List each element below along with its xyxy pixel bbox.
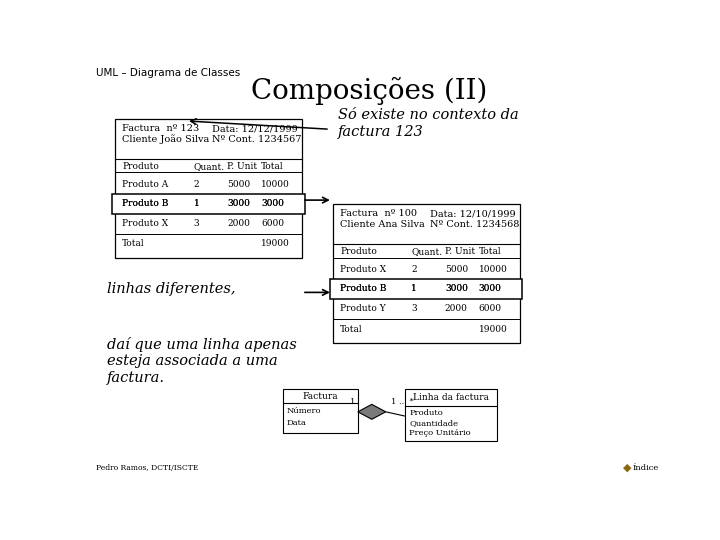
Text: 19000: 19000	[261, 239, 289, 248]
Text: 2000: 2000	[445, 304, 468, 313]
Text: Produto B: Produto B	[122, 199, 168, 208]
Text: Data: 12/12/1999: Data: 12/12/1999	[212, 124, 298, 133]
Text: Data: 12/10/1999: Data: 12/10/1999	[430, 210, 516, 219]
Text: Número: Número	[287, 407, 321, 415]
Text: UML – Diagrama de Classes: UML – Diagrama de Classes	[96, 68, 240, 78]
Text: Quant.: Quant.	[411, 247, 442, 256]
Text: 3000: 3000	[261, 199, 284, 208]
Text: 3: 3	[411, 304, 417, 313]
Text: 3000: 3000	[261, 199, 284, 208]
Text: 19000: 19000	[479, 325, 508, 334]
Text: 1 ... *: 1 ... *	[392, 397, 414, 406]
Text: 3000: 3000	[479, 285, 501, 293]
Text: Produto X: Produto X	[122, 219, 168, 228]
Text: 5000: 5000	[228, 179, 251, 188]
Text: 2: 2	[194, 179, 199, 188]
Text: 6000: 6000	[479, 304, 502, 313]
Text: Produto: Produto	[340, 247, 377, 256]
Text: 3000: 3000	[228, 199, 250, 208]
Bar	[112, 194, 305, 214]
Text: Linha da factura: Linha da factura	[413, 393, 490, 402]
Text: Factura  nº 100: Factura nº 100	[340, 210, 417, 219]
Text: Pedro Ramos, DCTI/ISCTE: Pedro Ramos, DCTI/ISCTE	[96, 464, 198, 472]
Text: Total: Total	[122, 239, 145, 248]
Text: 3: 3	[194, 219, 199, 228]
Text: Total: Total	[261, 162, 284, 171]
Text: Produto A: Produto A	[122, 179, 168, 188]
Bar	[330, 280, 523, 299]
Text: Composições (II): Composições (II)	[251, 77, 487, 105]
Text: P. Unit: P. Unit	[445, 247, 475, 256]
Text: Índice: Índice	[632, 464, 659, 472]
Bar	[333, 204, 520, 343]
Text: Só existe no contexto da
factura 123: Só existe no contexto da factura 123	[338, 109, 519, 139]
Text: Quant.: Quant.	[194, 162, 225, 171]
Text: linhas diferentes,: linhas diferentes,	[107, 282, 235, 296]
Text: P. Unit: P. Unit	[228, 162, 257, 171]
Bar	[115, 119, 302, 258]
Text: Factura: Factura	[302, 392, 338, 401]
Text: 1: 1	[411, 285, 417, 293]
Text: Preço Unitário: Preço Unitário	[409, 429, 471, 437]
Text: 2000: 2000	[228, 219, 250, 228]
Text: Factura  nº 123: Factura nº 123	[122, 124, 199, 133]
Text: 3000: 3000	[228, 199, 250, 208]
Text: Produto: Produto	[409, 409, 443, 417]
Text: Data: Data	[287, 419, 306, 427]
Text: 1: 1	[194, 199, 199, 208]
Text: Total: Total	[340, 325, 363, 334]
Text: Produto Y: Produto Y	[340, 304, 386, 313]
Bar	[282, 389, 358, 433]
Text: Nº Cont. 1234567: Nº Cont. 1234567	[212, 134, 302, 144]
Text: Cliente Ana Silva: Cliente Ana Silva	[340, 220, 425, 229]
Text: 2: 2	[411, 265, 417, 274]
Text: 6000: 6000	[261, 219, 284, 228]
Text: Produto B: Produto B	[122, 199, 168, 208]
Text: Nº Cont. 1234568: Nº Cont. 1234568	[430, 220, 519, 229]
Text: Produto: Produto	[122, 162, 159, 171]
Text: Produto B: Produto B	[340, 285, 387, 293]
Text: 10000: 10000	[261, 179, 289, 188]
Text: 3000: 3000	[445, 285, 468, 293]
Text: 10000: 10000	[479, 265, 508, 274]
Polygon shape	[358, 404, 386, 420]
Text: 3000: 3000	[479, 285, 501, 293]
Text: 1: 1	[350, 397, 355, 406]
Text: 3000: 3000	[445, 285, 468, 293]
Text: Produto X: Produto X	[340, 265, 386, 274]
Text: 1: 1	[194, 199, 199, 208]
Text: Quantidade: Quantidade	[409, 419, 458, 427]
Text: 1: 1	[411, 285, 417, 293]
Text: Total: Total	[479, 247, 501, 256]
Text: ◆: ◆	[623, 462, 631, 472]
Bar	[405, 389, 498, 441]
Text: Cliente João Silva: Cliente João Silva	[122, 134, 210, 145]
Text: 5000: 5000	[445, 265, 468, 274]
Text: Produto B: Produto B	[340, 285, 387, 293]
Text: daí que uma linha apenas
esteja associada a uma
factura.: daí que uma linha apenas esteja associad…	[107, 337, 297, 384]
